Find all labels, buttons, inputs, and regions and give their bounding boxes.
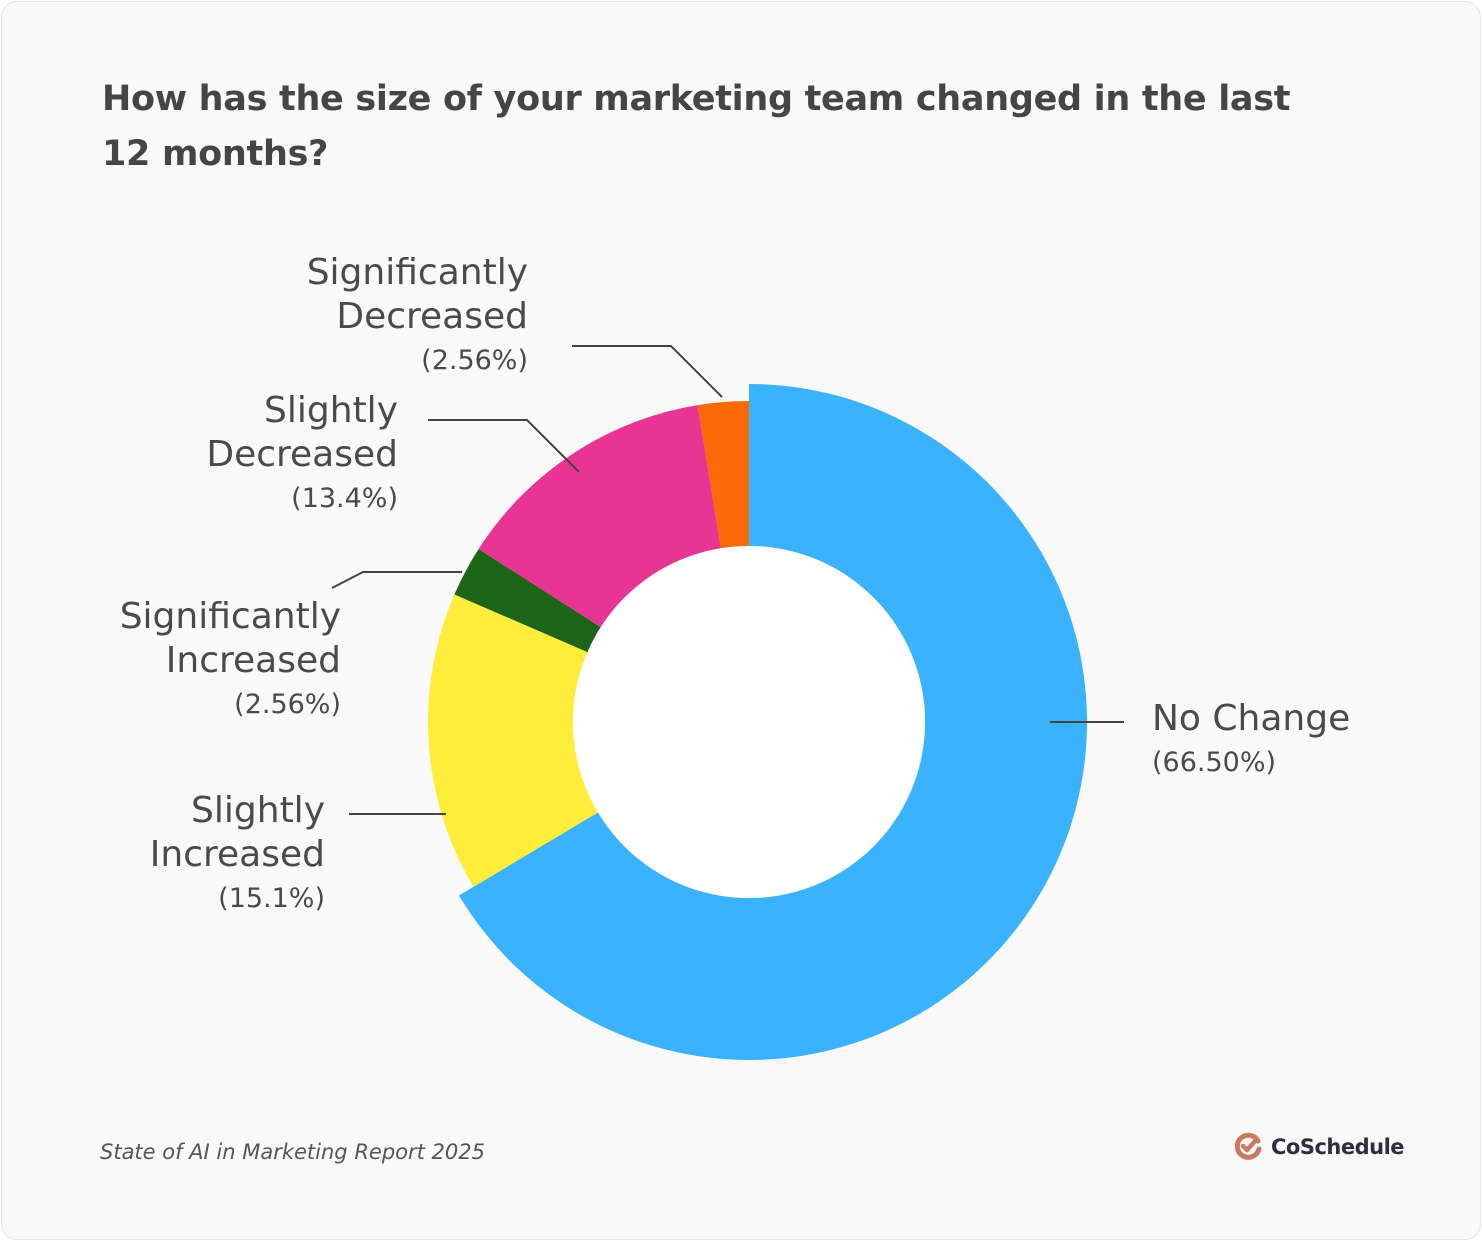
brand-name: CoSchedule — [1271, 1135, 1405, 1159]
label-value: (2.56%) — [234, 689, 341, 720]
slice-no-change — [458, 384, 1088, 1060]
check-circle-icon — [1234, 1132, 1262, 1160]
label-significantly-decreased: Significantly Decreased (2.56%) — [288, 251, 528, 383]
label-text: Significantly Decreased — [306, 252, 528, 337]
label-value: (15.1%) — [218, 883, 325, 914]
slice-significantly-decreased — [697, 401, 749, 549]
label-text: No Change — [1152, 698, 1351, 739]
coschedule-logo: CoSchedule — [1233, 1132, 1405, 1162]
leader-line-significantly-decreased — [572, 345, 723, 398]
leader-line-significantly-increased — [331, 571, 462, 589]
source-note: State of AI in Marketing Report 2025 — [100, 1140, 485, 1164]
label-text: Slightly Decreased — [206, 390, 398, 475]
slice-significantly-increased — [454, 548, 601, 653]
label-value: (13.4%) — [291, 483, 398, 514]
label-text: Slightly Increased — [149, 790, 325, 875]
label-no-change: No Change (66.50%) — [1152, 697, 1350, 785]
label-slightly-decreased: Slightly Decreased (13.4%) — [188, 389, 398, 521]
label-value: (66.50%) — [1152, 747, 1277, 778]
chart-title: How has the size of your marketing team … — [102, 79, 1291, 174]
slice-slightly-decreased — [478, 405, 721, 628]
label-significantly-increased: Significantly Increased (2.56%) — [101, 595, 341, 727]
slice-slightly-increased — [427, 594, 598, 887]
leader-line-slightly-decreased — [428, 419, 580, 473]
donut-hole — [573, 546, 925, 898]
label-value: (2.56%) — [421, 345, 528, 376]
label-text: Significantly Increased — [119, 596, 341, 681]
label-slightly-increased: Slightly Increased (15.1%) — [125, 789, 325, 921]
